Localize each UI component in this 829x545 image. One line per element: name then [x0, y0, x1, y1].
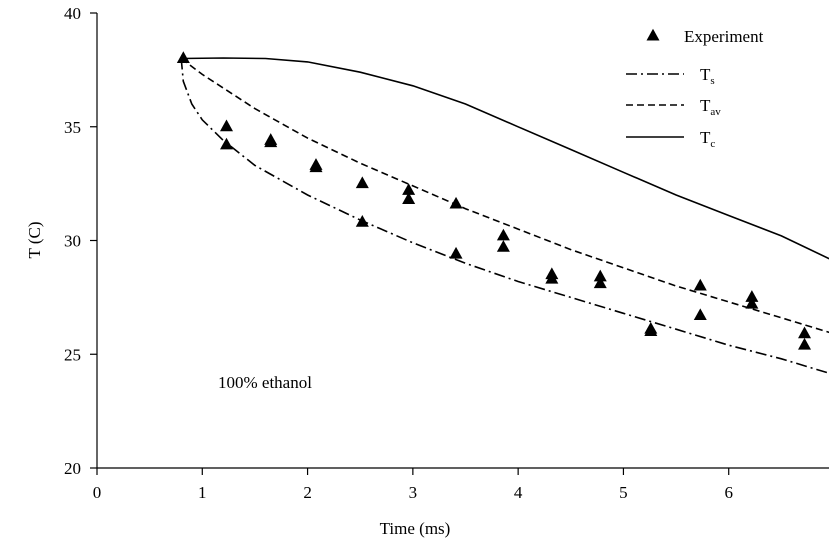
experiment-point	[264, 135, 278, 148]
legend-label: Tav	[700, 96, 721, 118]
experiment-point	[496, 228, 510, 241]
x-tick-label: 0	[93, 483, 102, 502]
y-tick-label: 20	[64, 459, 81, 478]
experiment-point	[309, 160, 323, 173]
legend-label: Ts	[700, 65, 715, 87]
x-tick-label: 1	[198, 483, 207, 502]
legend-label: Experiment	[684, 27, 764, 46]
series-layer	[180, 57, 829, 375]
legend-marker-experiment	[646, 28, 660, 41]
experiment-point	[220, 119, 234, 132]
experiment-point	[220, 137, 234, 150]
experiment-point	[402, 183, 416, 195]
experiment-point	[449, 196, 463, 209]
experiment-point	[355, 215, 369, 227]
experiment-point	[798, 326, 812, 339]
x-tick-label: 3	[409, 483, 418, 502]
x-axis-title: Time (ms)	[380, 519, 451, 538]
experiment-point	[693, 278, 707, 291]
experiment-point	[355, 176, 369, 189]
series-line-c	[181, 57, 829, 260]
x-tick-label: 6	[724, 483, 733, 502]
experiment-point	[798, 337, 812, 350]
experiment-point	[745, 296, 759, 309]
experiment-point	[402, 192, 416, 204]
x-tick-label: 5	[619, 483, 628, 502]
legend-label-subscript: s	[710, 75, 714, 87]
experiment-point	[745, 290, 759, 302]
y-ticks: 20 25 30 35 40	[64, 4, 97, 478]
legend-label-subscript: c	[710, 138, 715, 150]
x-tick-label: 4	[514, 483, 523, 502]
experiment-point	[496, 240, 510, 252]
y-tick-label: 35	[64, 118, 81, 137]
experiment-point	[545, 271, 559, 284]
legend-label-subscript: av	[710, 106, 721, 118]
marker-layer	[176, 51, 812, 350]
series-line-av	[180, 57, 829, 334]
experiment-point	[593, 269, 607, 282]
experiment-point	[449, 246, 463, 259]
y-tick-label: 25	[64, 345, 81, 364]
experiment-point	[593, 276, 607, 289]
legend-label: Tc	[700, 128, 715, 150]
legend-label-text: Experiment	[684, 27, 764, 46]
x-ticks: 01234567	[93, 468, 733, 502]
y-axis-title: T (C)	[25, 222, 44, 259]
experiment-point	[176, 51, 190, 63]
x-tick-label: 2	[303, 483, 312, 502]
experiment-point	[693, 308, 707, 321]
y-tick-label: 40	[64, 4, 81, 23]
y-tick-label: 30	[64, 232, 81, 251]
legend-label-text: T	[700, 128, 711, 147]
annotation-label: 100% ethanol	[218, 373, 312, 392]
legend-label-text: T	[700, 96, 711, 115]
experiment-point	[644, 324, 658, 336]
legend-label-text: T	[700, 65, 711, 84]
